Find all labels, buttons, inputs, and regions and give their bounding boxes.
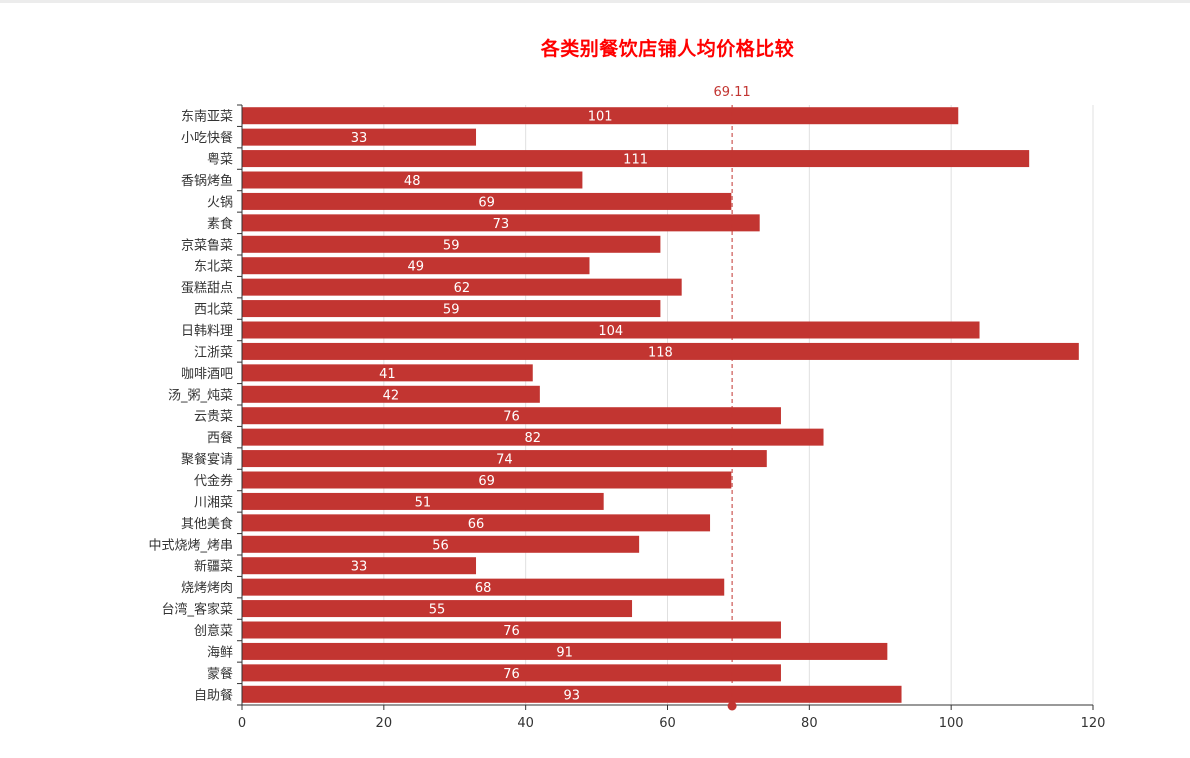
bar-value-label: 66 xyxy=(468,517,485,532)
bar-value-label: 49 xyxy=(407,260,424,275)
bar-value-label: 59 xyxy=(443,238,460,253)
bar xyxy=(242,492,604,510)
y-tick-label: 小吃快餐 xyxy=(181,130,233,146)
bar xyxy=(242,235,661,253)
bar xyxy=(242,471,732,489)
bar xyxy=(242,450,767,468)
y-tick-label: 烧烤烤肉 xyxy=(181,581,233,596)
x-tick-label: 0 xyxy=(238,716,246,731)
x-tick-label: 20 xyxy=(376,716,393,731)
y-tick-label: 新疆菜 xyxy=(194,559,233,575)
bar xyxy=(242,321,980,339)
bar xyxy=(242,407,781,425)
y-tick-label: 其他美食 xyxy=(181,516,233,532)
average-mark-symbol xyxy=(727,701,737,711)
y-tick-label: 创意菜 xyxy=(194,623,233,639)
chart-title: 各类别餐饮店铺人均价格比较 xyxy=(540,38,795,60)
bar-value-label: 48 xyxy=(404,174,421,189)
bar xyxy=(242,578,725,596)
bar xyxy=(242,428,824,446)
y-tick-label: 西北菜 xyxy=(194,303,233,318)
bar xyxy=(242,664,781,682)
bar xyxy=(242,171,583,189)
average-mark-label: 69.11 xyxy=(713,85,750,100)
bar-value-label: 68 xyxy=(475,581,492,596)
y-tick-label: 汤_粥_炖菜 xyxy=(168,387,233,403)
x-tick-label: 80 xyxy=(801,716,818,731)
bar xyxy=(242,300,661,318)
y-tick-label: 蒙餐 xyxy=(207,666,233,682)
y-tick-label: 江浙菜 xyxy=(194,345,233,360)
bar xyxy=(242,685,902,703)
y-tick-label: 川湘菜 xyxy=(194,495,233,510)
bar xyxy=(242,150,1030,168)
bar-value-label: 76 xyxy=(503,410,520,425)
bar-value-label: 33 xyxy=(351,560,368,575)
bar xyxy=(242,514,711,532)
bar xyxy=(242,278,682,296)
bar-value-label: 101 xyxy=(588,110,613,125)
bar-value-label: 93 xyxy=(563,688,580,703)
bar-value-label: 76 xyxy=(503,624,520,639)
bar-value-label: 55 xyxy=(429,603,446,618)
y-tick-label: 蛋糕甜点 xyxy=(181,280,233,296)
y-tick-label: 京菜鲁菜 xyxy=(181,238,233,253)
y-tick-label: 日韩料理 xyxy=(181,324,233,339)
bar-value-label: 42 xyxy=(383,388,400,403)
bar-value-label: 111 xyxy=(623,153,648,168)
bar-value-label: 82 xyxy=(524,431,541,446)
y-tick-label: 台湾_客家菜 xyxy=(161,602,233,618)
y-tick-label: 东南亚菜 xyxy=(181,109,233,125)
bar-value-label: 69 xyxy=(478,474,495,489)
bar xyxy=(242,364,533,382)
bar xyxy=(242,535,640,553)
bar-value-label: 51 xyxy=(415,495,432,510)
bar xyxy=(242,257,590,275)
bar xyxy=(242,192,732,210)
bar-value-label: 104 xyxy=(598,324,623,339)
bar-value-label: 69 xyxy=(478,195,495,210)
x-tick-label: 120 xyxy=(1081,716,1106,731)
bar xyxy=(242,600,633,618)
bar-value-label: 76 xyxy=(503,667,520,682)
bar xyxy=(242,107,959,125)
bar xyxy=(242,128,477,146)
bar-value-label: 41 xyxy=(379,367,396,382)
bar xyxy=(242,385,540,403)
bar-value-label: 62 xyxy=(454,281,471,296)
y-tick-label: 代金券 xyxy=(194,473,233,489)
bar xyxy=(242,642,888,660)
y-tick-label: 自助餐 xyxy=(194,687,233,703)
y-tick-label: 香锅烤鱼 xyxy=(181,173,233,189)
y-tick-label: 聚餐宴请 xyxy=(181,452,233,468)
x-tick-label: 40 xyxy=(517,716,534,731)
y-tick-label: 粤菜 xyxy=(207,152,233,168)
y-tick-label: 西餐 xyxy=(207,430,233,446)
y-tick-label: 云贵菜 xyxy=(194,410,233,425)
bar xyxy=(242,342,1079,360)
y-tick-label: 海鲜 xyxy=(207,645,233,660)
bar-value-label: 91 xyxy=(556,645,573,660)
x-tick-label: 100 xyxy=(939,716,964,731)
top-border xyxy=(0,0,1190,3)
y-tick-label: 中式烧烤_烤串 xyxy=(148,538,233,553)
bar xyxy=(242,621,781,639)
bar-value-label: 73 xyxy=(493,217,510,232)
bar-value-label: 33 xyxy=(351,131,368,146)
y-tick-label: 东北菜 xyxy=(194,260,233,275)
bar-value-label: 59 xyxy=(443,303,460,318)
bar-value-label: 56 xyxy=(432,538,449,553)
bar xyxy=(242,557,477,575)
y-tick-label: 火锅 xyxy=(207,194,233,210)
bar-value-label: 74 xyxy=(496,453,513,468)
y-tick-label: 咖啡酒吧 xyxy=(181,367,233,382)
y-tick-label: 素食 xyxy=(207,216,233,232)
bar-value-label: 118 xyxy=(648,345,673,360)
bar xyxy=(242,214,760,232)
x-tick-label: 60 xyxy=(659,716,676,731)
